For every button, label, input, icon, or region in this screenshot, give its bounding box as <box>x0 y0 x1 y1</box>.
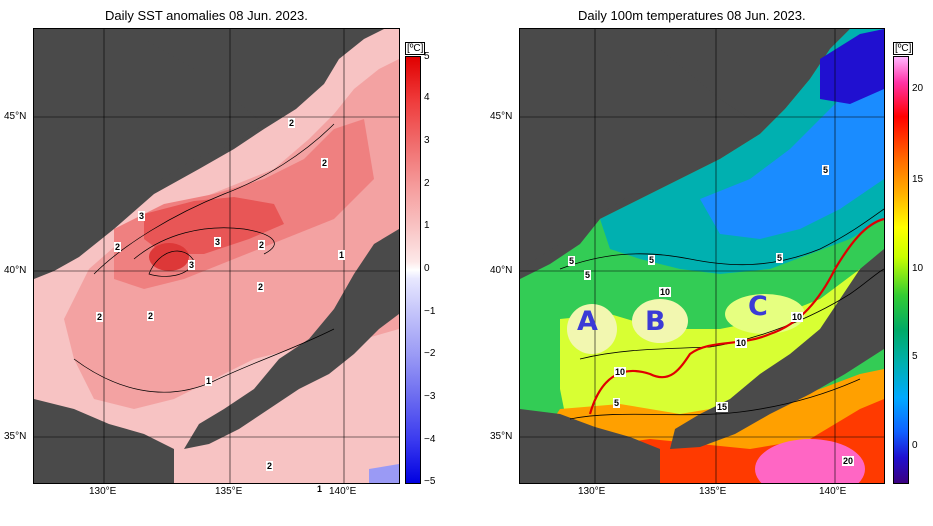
sst-anomaly-map <box>33 28 400 484</box>
left-colorbar <box>405 56 421 484</box>
lat-label: 45°N <box>4 111 27 122</box>
lon-label: 130°E <box>578 486 606 497</box>
contour-label: 5 <box>613 398 621 408</box>
temp-100m-map <box>519 28 885 484</box>
sst-anomaly-field <box>34 29 399 483</box>
colorbar-tick: 20 <box>912 83 924 94</box>
colorbar-tick: 1 <box>424 220 430 231</box>
colorbar-tick: 15 <box>912 174 924 185</box>
warm-eddy <box>755 439 865 483</box>
colorbar-tick: 0 <box>912 440 918 451</box>
temperature-contours <box>559 208 884 420</box>
contour-label: 2 <box>266 461 274 471</box>
contour-label: 2 <box>114 242 122 252</box>
warm-core-3 <box>144 197 284 254</box>
contour-label: 1 <box>205 376 213 386</box>
colorbar-tick: −5 <box>424 476 436 487</box>
colorbar-tick: −3 <box>424 391 436 402</box>
lon-label: 140°E <box>819 486 847 497</box>
contour-label: 3 <box>188 260 196 270</box>
lon-label: 135°E <box>215 486 243 497</box>
contour-label: 5 <box>822 165 830 175</box>
honshu-land <box>184 229 399 449</box>
contour-label: 3 <box>138 211 146 221</box>
colorbar-tick: −4 <box>424 434 436 445</box>
lon-label: 135°E <box>699 486 727 497</box>
right-colorbar <box>893 56 909 484</box>
korea-land <box>520 29 750 269</box>
cold-patch <box>369 464 399 483</box>
contour-label: 5 <box>584 270 592 280</box>
contour-label: 2 <box>288 118 296 128</box>
contour-label: 20 <box>842 456 855 466</box>
contour-label: 10 <box>791 312 804 322</box>
subpolar-front <box>588 217 884 415</box>
colorbar-tick: 0 <box>424 263 430 274</box>
yellow-band <box>560 254 884 439</box>
lat-label: 40°N <box>490 265 513 276</box>
eddy-a <box>567 304 617 354</box>
contour-label: 10 <box>614 367 627 377</box>
coldest-core <box>820 29 884 104</box>
contour-label: 2 <box>96 312 104 322</box>
pacific-anomaly <box>184 429 399 483</box>
colorbar-tick: 10 <box>912 263 924 274</box>
colorbar-tick: −1 <box>424 306 436 317</box>
lon-label: 130°E <box>89 486 117 497</box>
contour-label: 1 <box>316 484 324 494</box>
region-label-a: A <box>577 306 598 337</box>
contour-label: 5 <box>776 253 784 263</box>
lat-label: 40°N <box>4 265 27 276</box>
contour-label: 2 <box>321 158 329 168</box>
colorbar-tick: 3 <box>424 135 430 146</box>
colorbar-tick: 5 <box>424 51 430 62</box>
temp-100m-field <box>520 29 884 483</box>
region-label-b: B <box>645 306 666 337</box>
lat-label: 35°N <box>490 431 513 442</box>
eddy-b <box>632 299 688 343</box>
contour-label: 5 <box>648 255 656 265</box>
lon-label: 140°E <box>329 486 357 497</box>
contour-label: 5 <box>568 256 576 266</box>
colorbar-tick: −2 <box>424 348 436 359</box>
region-label-c: C <box>748 291 768 322</box>
colorbar-tick: 5 <box>912 351 918 362</box>
contour-label: 15 <box>716 402 729 412</box>
contour-label: 3 <box>214 237 222 247</box>
warm-spot <box>149 243 189 271</box>
left-colorbar-unit: [ºC] <box>405 42 426 55</box>
colder-core <box>700 69 884 239</box>
korea-land <box>34 29 264 264</box>
contour-label: 1 <box>338 250 346 260</box>
colorbar-tick: 4 <box>424 92 430 103</box>
contour-label: 10 <box>735 338 748 348</box>
lat-label: 35°N <box>4 431 27 442</box>
honshu-land <box>670 249 884 449</box>
contour-label: 2 <box>147 311 155 321</box>
right-colorbar-unit: [ºC] <box>893 42 914 55</box>
contour-label: 10 <box>659 287 672 297</box>
contour-label: 2 <box>257 282 265 292</box>
eddy-c <box>725 294 805 334</box>
kyushu-land <box>520 409 660 483</box>
contour-label: 2 <box>258 240 266 250</box>
colorbar-tick: 2 <box>424 178 430 189</box>
right-panel-title: Daily 100m temperatures 08 Jun. 2023. <box>578 8 806 23</box>
lat-label: 45°N <box>490 111 513 122</box>
left-panel-title: Daily SST anomalies 08 Jun. 2023. <box>105 8 308 23</box>
